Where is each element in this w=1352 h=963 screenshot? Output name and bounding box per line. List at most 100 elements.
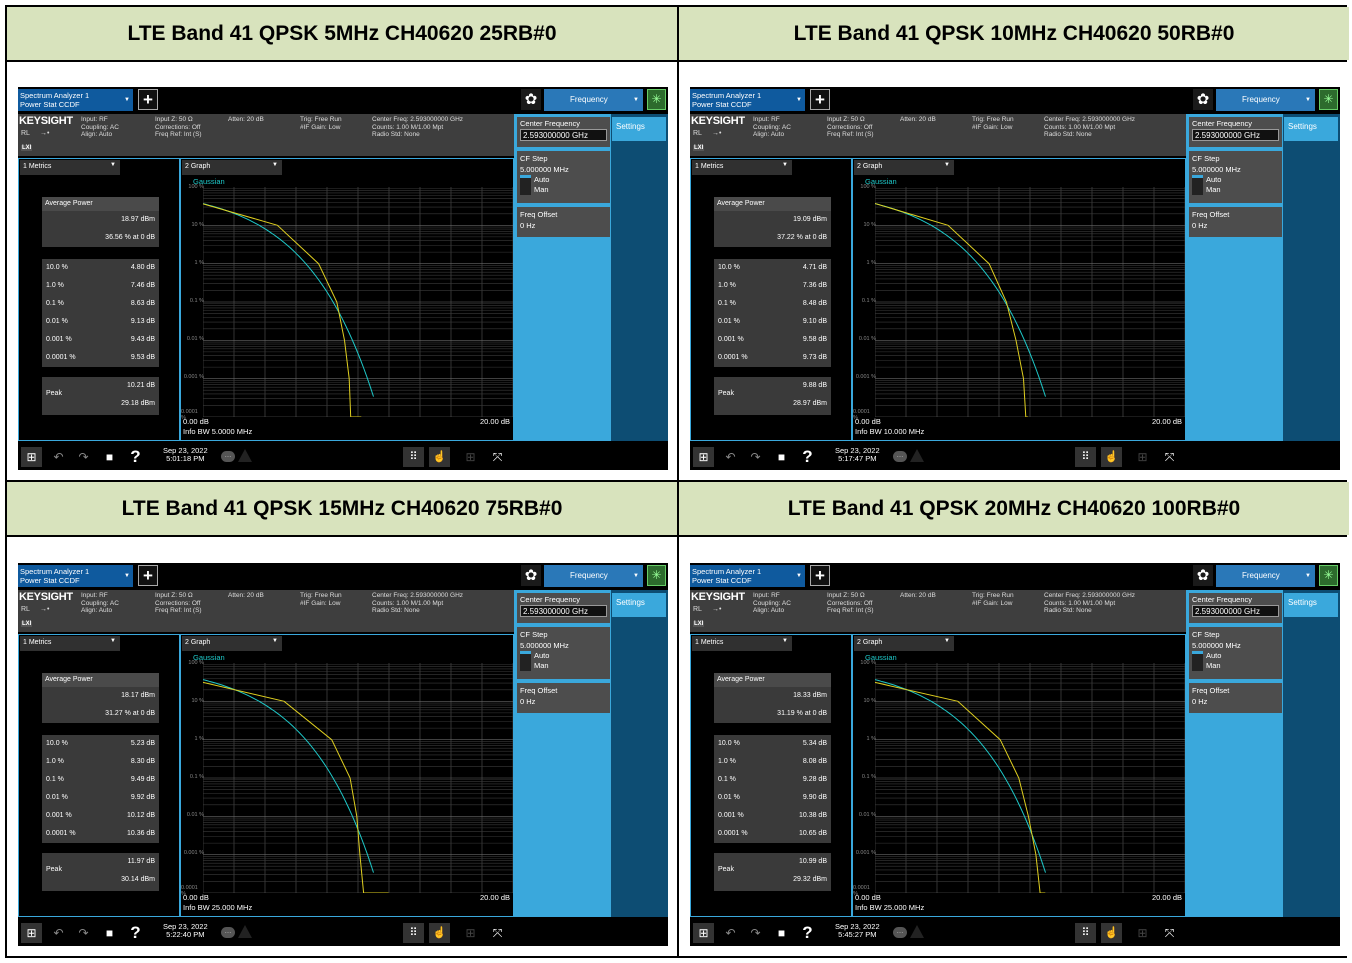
metrics-window-title[interactable]: 1 Metrics ▼ xyxy=(692,160,792,175)
redo-icon[interactable]: ↷ xyxy=(745,447,766,467)
undo-icon[interactable]: ↶ xyxy=(720,447,741,467)
graph-window-title[interactable]: 2 Graph ▼ xyxy=(182,160,282,175)
layout-icon[interactable]: ⊞ xyxy=(1132,447,1153,467)
graph-window[interactable]: 2 Graph ▼ Gaussian 100 % 10 % 1 % 0.1 % 0… xyxy=(852,634,1186,917)
undo-icon[interactable]: ↶ xyxy=(48,923,69,943)
undo-icon[interactable]: ↶ xyxy=(48,447,69,467)
cf-step-control[interactable]: CF Step 5.000000 MHz Auto Man xyxy=(1189,627,1282,679)
fullscreen-icon[interactable]: ⤧ xyxy=(1159,447,1180,467)
man-option[interactable]: Man xyxy=(520,661,607,671)
settings-tab[interactable]: Settings xyxy=(612,117,666,141)
graph-window[interactable]: 2 Graph ▼ Gaussian 100 % 10 % 1 % 0.1 % 0… xyxy=(852,158,1186,441)
layout-icon[interactable]: ⊞ xyxy=(460,923,481,943)
windows-icon[interactable]: ⊞ xyxy=(693,923,714,943)
add-screen-button[interactable]: + xyxy=(138,89,158,110)
gear-icon[interactable]: ✿ xyxy=(521,89,541,110)
help-icon[interactable]: ? xyxy=(797,447,818,467)
graph-window-title[interactable]: 2 Graph ▼ xyxy=(182,636,282,651)
analyzer-tab[interactable]: Spectrum Analyzer 1 Power Stat CCDF ▼ xyxy=(18,565,133,587)
keyboard-icon[interactable]: ⠿ xyxy=(403,447,424,467)
redo-icon[interactable]: ↷ xyxy=(73,923,94,943)
auto-option[interactable]: Auto xyxy=(520,651,607,661)
sweep-status-icon[interactable]: ✳ xyxy=(647,565,666,586)
cf-step-control[interactable]: CF Step 5.000000 MHz Auto Man xyxy=(517,151,610,203)
layout-icon[interactable]: ⊞ xyxy=(460,447,481,467)
metrics-window[interactable]: 1 Metrics ▼ Average Power 18.97 dBm 36.56… xyxy=(18,158,180,441)
analyzer-tab[interactable]: Spectrum Analyzer 1 Power Stat CCDF ▼ xyxy=(690,565,805,587)
center-frequency-value[interactable]: 2.593000000 GHz xyxy=(520,605,607,617)
frequency-menu-button[interactable]: Frequency ▼ xyxy=(544,565,643,587)
help-icon[interactable]: ? xyxy=(125,923,146,943)
metrics-window[interactable]: 1 Metrics ▼ Average Power 18.33 dBm 31.19… xyxy=(690,634,852,917)
cf-step-control[interactable]: CF Step 5.000000 MHz Auto Man xyxy=(517,627,610,679)
undo-icon[interactable]: ↶ xyxy=(720,923,741,943)
settings-tab[interactable]: Settings xyxy=(1284,593,1338,617)
windows-icon[interactable]: ⊞ xyxy=(21,447,42,467)
center-frequency-control[interactable]: Center Frequency 2.593000000 GHz xyxy=(1189,593,1282,623)
help-icon[interactable]: ? xyxy=(797,923,818,943)
graph-window-title[interactable]: 2 Graph ▼ xyxy=(854,636,954,651)
cf-step-control[interactable]: CF Step 5.000000 MHz Auto Man xyxy=(1189,151,1282,203)
frequency-menu-button[interactable]: Frequency ▼ xyxy=(1216,565,1315,587)
analyzer-tab[interactable]: Spectrum Analyzer 1 Power Stat CCDF ▼ xyxy=(18,89,133,111)
metrics-window-title[interactable]: 1 Metrics ▼ xyxy=(20,160,120,175)
center-frequency-control[interactable]: Center Frequency 2.593000000 GHz xyxy=(517,593,610,623)
settings-tab[interactable]: Settings xyxy=(612,593,666,617)
add-screen-button[interactable]: + xyxy=(810,565,830,586)
gear-icon[interactable]: ✿ xyxy=(1193,89,1213,110)
windows-icon[interactable]: ⊞ xyxy=(693,447,714,467)
auto-option[interactable]: Auto xyxy=(1192,651,1279,661)
keyboard-icon[interactable]: ⠿ xyxy=(1075,447,1096,467)
folder-icon[interactable]: ■ xyxy=(99,923,120,943)
man-option[interactable]: Man xyxy=(1192,185,1279,195)
center-frequency-value[interactable]: 2.593000000 GHz xyxy=(520,129,607,141)
fullscreen-icon[interactable]: ⤧ xyxy=(487,447,508,467)
man-option[interactable]: Man xyxy=(520,185,607,195)
touch-icon[interactable]: ☝ xyxy=(429,447,450,467)
redo-icon[interactable]: ↷ xyxy=(745,923,766,943)
freq-offset-control[interactable]: Freq Offset 0 Hz xyxy=(517,207,610,237)
fullscreen-icon[interactable]: ⤧ xyxy=(487,923,508,943)
touch-icon[interactable]: ☝ xyxy=(429,923,450,943)
gear-icon[interactable]: ✿ xyxy=(1193,565,1213,586)
center-frequency-control[interactable]: Center Frequency 2.593000000 GHz xyxy=(1189,117,1282,147)
metrics-window[interactable]: 1 Metrics ▼ Average Power 19.09 dBm 37.22… xyxy=(690,158,852,441)
analyzer-tab[interactable]: Spectrum Analyzer 1 Power Stat CCDF ▼ xyxy=(690,89,805,111)
graph-window[interactable]: 2 Graph ▼ Gaussian 100 % 10 % 1 % 0.1 % 0… xyxy=(180,158,514,441)
freq-offset-control[interactable]: Freq Offset 0 Hz xyxy=(517,683,610,713)
fullscreen-icon[interactable]: ⤧ xyxy=(1159,923,1180,943)
center-frequency-control[interactable]: Center Frequency 2.593000000 GHz xyxy=(517,117,610,147)
center-frequency-value[interactable]: 2.593000000 GHz xyxy=(1192,129,1279,141)
man-option[interactable]: Man xyxy=(1192,661,1279,671)
gear-icon[interactable]: ✿ xyxy=(521,565,541,586)
layout-icon[interactable]: ⊞ xyxy=(1132,923,1153,943)
folder-icon[interactable]: ■ xyxy=(771,923,792,943)
graph-window-title[interactable]: 2 Graph ▼ xyxy=(854,160,954,175)
redo-icon[interactable]: ↷ xyxy=(73,447,94,467)
sweep-status-icon[interactable]: ✳ xyxy=(1319,565,1338,586)
add-screen-button[interactable]: + xyxy=(810,89,830,110)
help-icon[interactable]: ? xyxy=(125,447,146,467)
sweep-status-icon[interactable]: ✳ xyxy=(647,89,666,110)
touch-icon[interactable]: ☝ xyxy=(1101,447,1122,467)
auto-option[interactable]: Auto xyxy=(520,175,607,185)
folder-icon[interactable]: ■ xyxy=(99,447,120,467)
metrics-window-title[interactable]: 1 Metrics ▼ xyxy=(20,636,120,651)
settings-tab[interactable]: Settings xyxy=(1284,117,1338,141)
freq-offset-control[interactable]: Freq Offset 0 Hz xyxy=(1189,683,1282,713)
keyboard-icon[interactable]: ⠿ xyxy=(403,923,424,943)
auto-option[interactable]: Auto xyxy=(1192,175,1279,185)
touch-icon[interactable]: ☝ xyxy=(1101,923,1122,943)
frequency-menu-button[interactable]: Frequency ▼ xyxy=(1216,89,1315,111)
graph-window[interactable]: 2 Graph ▼ Gaussian 100 % 10 % 1 % 0.1 % 0… xyxy=(180,634,514,917)
metrics-window-title[interactable]: 1 Metrics ▼ xyxy=(692,636,792,651)
folder-icon[interactable]: ■ xyxy=(771,447,792,467)
windows-icon[interactable]: ⊞ xyxy=(21,923,42,943)
metrics-window[interactable]: 1 Metrics ▼ Average Power 18.17 dBm 31.27… xyxy=(18,634,180,917)
add-screen-button[interactable]: + xyxy=(138,565,158,586)
keyboard-icon[interactable]: ⠿ xyxy=(1075,923,1096,943)
center-frequency-value[interactable]: 2.593000000 GHz xyxy=(1192,605,1279,617)
sweep-status-icon[interactable]: ✳ xyxy=(1319,89,1338,110)
freq-offset-control[interactable]: Freq Offset 0 Hz xyxy=(1189,207,1282,237)
frequency-menu-button[interactable]: Frequency ▼ xyxy=(544,89,643,111)
